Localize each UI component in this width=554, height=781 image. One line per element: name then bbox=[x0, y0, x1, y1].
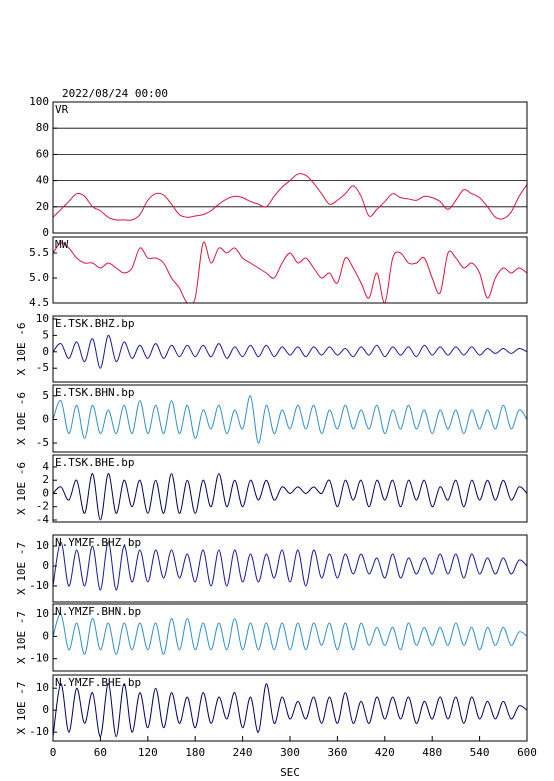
y-tick-label: -4 bbox=[36, 513, 50, 526]
y-tick-label: 20 bbox=[36, 200, 49, 213]
x-tick-label: 60 bbox=[94, 746, 107, 759]
panel-frame bbox=[52, 315, 528, 383]
waveform-line bbox=[53, 541, 527, 591]
waveform-line bbox=[53, 173, 527, 221]
y-tick-label: 0 bbox=[42, 629, 49, 642]
waveform-line bbox=[53, 395, 527, 444]
y-tick-label: 5 bbox=[42, 389, 49, 402]
y-tick-label: 2 bbox=[42, 473, 49, 486]
panel-label: N.YMZF.BHN.bp bbox=[55, 605, 141, 618]
waveform-line bbox=[53, 334, 527, 369]
y-tick-label: -5 bbox=[36, 436, 49, 449]
x-tick-label: 540 bbox=[470, 746, 490, 759]
waveform-line bbox=[53, 613, 527, 655]
y-tick-label: 100 bbox=[29, 95, 49, 108]
y-axis-label: X 10E -6 bbox=[15, 392, 28, 445]
y-tick-label: 0 bbox=[42, 486, 49, 499]
panel-label: E.TSK.BHN.bp bbox=[55, 386, 134, 399]
chart-title: 2022/08/24 00:00 bbox=[62, 87, 168, 100]
panel-label: VR bbox=[55, 103, 69, 116]
y-tick-label: 4 bbox=[42, 460, 49, 473]
y-tick-label: 0 bbox=[42, 559, 49, 572]
panel-frame bbox=[52, 454, 528, 523]
x-tick-label: 180 bbox=[185, 746, 205, 759]
x-tick-label: 300 bbox=[280, 746, 300, 759]
y-tick-label: 10 bbox=[36, 681, 49, 694]
waveform-line bbox=[53, 683, 527, 738]
y-tick-label: -10 bbox=[29, 652, 49, 665]
panel-frame bbox=[52, 101, 528, 234]
x-tick-label: 240 bbox=[233, 746, 253, 759]
x-tick-label: 360 bbox=[327, 746, 347, 759]
y-tick-label: 80 bbox=[36, 121, 49, 134]
y-tick-label: -5 bbox=[36, 361, 49, 374]
y-tick-label: 0 bbox=[42, 226, 49, 239]
waveform-line bbox=[53, 241, 527, 303]
panel-frame bbox=[52, 534, 528, 603]
panel-label: N.YMZF.BHE.bp bbox=[55, 676, 141, 689]
panel-label: MW bbox=[55, 238, 69, 251]
y-tick-label: 40 bbox=[36, 174, 49, 187]
y-tick-label: -10 bbox=[29, 579, 49, 592]
y-tick-label: 10 bbox=[36, 607, 49, 620]
x-tick-label: 0 bbox=[50, 746, 57, 759]
panel-frame bbox=[52, 236, 528, 304]
panel-frame bbox=[52, 384, 528, 453]
waveform-line bbox=[53, 473, 527, 521]
y-axis-label: X 10E -7 bbox=[15, 611, 28, 664]
y-tick-label: 0 bbox=[42, 412, 49, 425]
y-tick-label: 5.0 bbox=[29, 271, 49, 284]
x-tick-label: 420 bbox=[375, 746, 395, 759]
y-tick-label: 10 bbox=[36, 539, 49, 552]
y-axis-label: X 10E -6 bbox=[15, 323, 28, 376]
x-tick-label: 120 bbox=[138, 746, 158, 759]
panel-frame bbox=[52, 674, 528, 742]
y-tick-label: 60 bbox=[36, 147, 49, 160]
y-tick-label: -2 bbox=[36, 500, 49, 513]
x-tick-label: 600 bbox=[517, 746, 537, 759]
y-tick-label: -10 bbox=[29, 725, 49, 738]
x-tick-label: 480 bbox=[422, 746, 442, 759]
y-tick-label: 4.5 bbox=[29, 296, 49, 309]
panel-label: E.TSK.BHE.bp bbox=[55, 456, 134, 469]
y-tick-label: 10 bbox=[36, 312, 49, 325]
y-axis-label: X 10E -6 bbox=[15, 462, 28, 515]
panel-label: N.YMZF.BHZ.bp bbox=[55, 536, 141, 549]
y-axis-label: X 10E -7 bbox=[15, 682, 28, 735]
panel-label: E.TSK.BHZ.bp bbox=[55, 317, 134, 330]
y-tick-label: 0 bbox=[42, 345, 49, 358]
x-axis-label: SEC bbox=[280, 766, 300, 779]
y-axis-label: X 10E -7 bbox=[15, 542, 28, 595]
y-tick-label: 0 bbox=[42, 703, 49, 716]
y-tick-label: 5 bbox=[42, 328, 49, 341]
y-tick-label: 5.5 bbox=[29, 246, 49, 259]
panel-frame bbox=[52, 603, 528, 672]
